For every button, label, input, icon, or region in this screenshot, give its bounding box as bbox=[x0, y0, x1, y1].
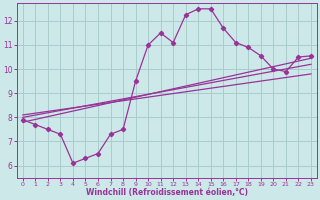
X-axis label: Windchill (Refroidissement éolien,°C): Windchill (Refroidissement éolien,°C) bbox=[86, 188, 248, 197]
